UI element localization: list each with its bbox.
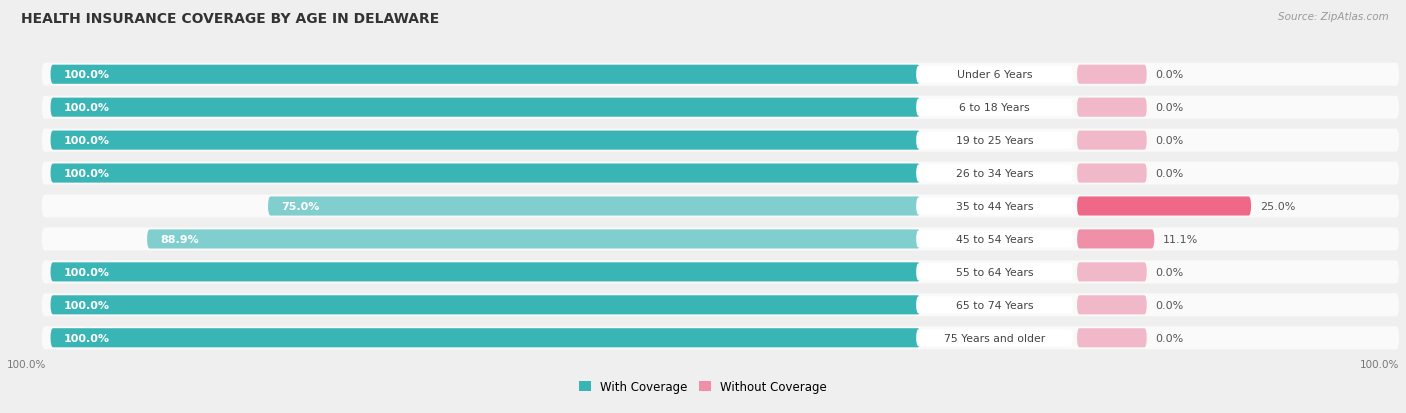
FancyBboxPatch shape bbox=[917, 165, 1073, 182]
FancyBboxPatch shape bbox=[917, 297, 1073, 313]
Text: 75.0%: 75.0% bbox=[281, 202, 319, 211]
FancyBboxPatch shape bbox=[1077, 66, 1147, 85]
FancyBboxPatch shape bbox=[917, 100, 1073, 116]
Legend: With Coverage, Without Coverage: With Coverage, Without Coverage bbox=[579, 380, 827, 393]
FancyBboxPatch shape bbox=[42, 162, 1399, 185]
FancyBboxPatch shape bbox=[269, 197, 921, 216]
FancyBboxPatch shape bbox=[1077, 263, 1147, 282]
FancyBboxPatch shape bbox=[148, 230, 921, 249]
FancyBboxPatch shape bbox=[1077, 197, 1251, 216]
Text: Source: ZipAtlas.com: Source: ZipAtlas.com bbox=[1278, 12, 1389, 22]
FancyBboxPatch shape bbox=[42, 129, 1399, 152]
Text: HEALTH INSURANCE COVERAGE BY AGE IN DELAWARE: HEALTH INSURANCE COVERAGE BY AGE IN DELA… bbox=[21, 12, 439, 26]
Text: 19 to 25 Years: 19 to 25 Years bbox=[956, 136, 1033, 146]
FancyBboxPatch shape bbox=[42, 261, 1399, 284]
Text: 45 to 54 Years: 45 to 54 Years bbox=[956, 234, 1033, 244]
Text: 75 Years and older: 75 Years and older bbox=[943, 333, 1045, 343]
FancyBboxPatch shape bbox=[51, 263, 921, 282]
Text: 0.0%: 0.0% bbox=[1156, 169, 1184, 179]
FancyBboxPatch shape bbox=[917, 263, 1073, 281]
FancyBboxPatch shape bbox=[42, 64, 1399, 87]
FancyBboxPatch shape bbox=[42, 96, 1399, 119]
FancyBboxPatch shape bbox=[51, 66, 921, 85]
Text: 6 to 18 Years: 6 to 18 Years bbox=[959, 103, 1029, 113]
FancyBboxPatch shape bbox=[917, 231, 1073, 248]
Text: 88.9%: 88.9% bbox=[160, 234, 198, 244]
FancyBboxPatch shape bbox=[42, 294, 1399, 317]
FancyBboxPatch shape bbox=[42, 228, 1399, 251]
FancyBboxPatch shape bbox=[917, 198, 1073, 215]
Text: 100.0%: 100.0% bbox=[63, 103, 110, 113]
Text: 100.0%: 100.0% bbox=[63, 70, 110, 80]
FancyBboxPatch shape bbox=[51, 328, 921, 347]
FancyBboxPatch shape bbox=[51, 131, 921, 150]
FancyBboxPatch shape bbox=[51, 98, 921, 117]
Text: 100.0%: 100.0% bbox=[63, 267, 110, 277]
Text: 25.0%: 25.0% bbox=[1260, 202, 1295, 211]
FancyBboxPatch shape bbox=[1077, 131, 1147, 150]
FancyBboxPatch shape bbox=[42, 195, 1399, 218]
Text: 100.0%: 100.0% bbox=[63, 169, 110, 179]
Text: 0.0%: 0.0% bbox=[1156, 333, 1184, 343]
FancyBboxPatch shape bbox=[1077, 230, 1154, 249]
Text: 0.0%: 0.0% bbox=[1156, 103, 1184, 113]
Text: 0.0%: 0.0% bbox=[1156, 136, 1184, 146]
Text: 65 to 74 Years: 65 to 74 Years bbox=[956, 300, 1033, 310]
Text: 0.0%: 0.0% bbox=[1156, 300, 1184, 310]
FancyBboxPatch shape bbox=[917, 132, 1073, 150]
FancyBboxPatch shape bbox=[917, 66, 1073, 83]
Text: 100.0%: 100.0% bbox=[7, 358, 46, 369]
Text: 100.0%: 100.0% bbox=[1360, 358, 1399, 369]
Text: 100.0%: 100.0% bbox=[63, 136, 110, 146]
FancyBboxPatch shape bbox=[1077, 164, 1147, 183]
Text: Under 6 Years: Under 6 Years bbox=[956, 70, 1032, 80]
Text: 55 to 64 Years: 55 to 64 Years bbox=[956, 267, 1033, 277]
FancyBboxPatch shape bbox=[1077, 296, 1147, 315]
FancyBboxPatch shape bbox=[917, 330, 1073, 347]
FancyBboxPatch shape bbox=[1077, 328, 1147, 347]
FancyBboxPatch shape bbox=[42, 326, 1399, 349]
Text: 35 to 44 Years: 35 to 44 Years bbox=[956, 202, 1033, 211]
FancyBboxPatch shape bbox=[51, 296, 921, 315]
FancyBboxPatch shape bbox=[1077, 98, 1147, 117]
Text: 100.0%: 100.0% bbox=[63, 333, 110, 343]
Text: 100.0%: 100.0% bbox=[63, 300, 110, 310]
FancyBboxPatch shape bbox=[51, 164, 921, 183]
Text: 11.1%: 11.1% bbox=[1163, 234, 1198, 244]
Text: 0.0%: 0.0% bbox=[1156, 70, 1184, 80]
Text: 26 to 34 Years: 26 to 34 Years bbox=[956, 169, 1033, 179]
Text: 0.0%: 0.0% bbox=[1156, 267, 1184, 277]
